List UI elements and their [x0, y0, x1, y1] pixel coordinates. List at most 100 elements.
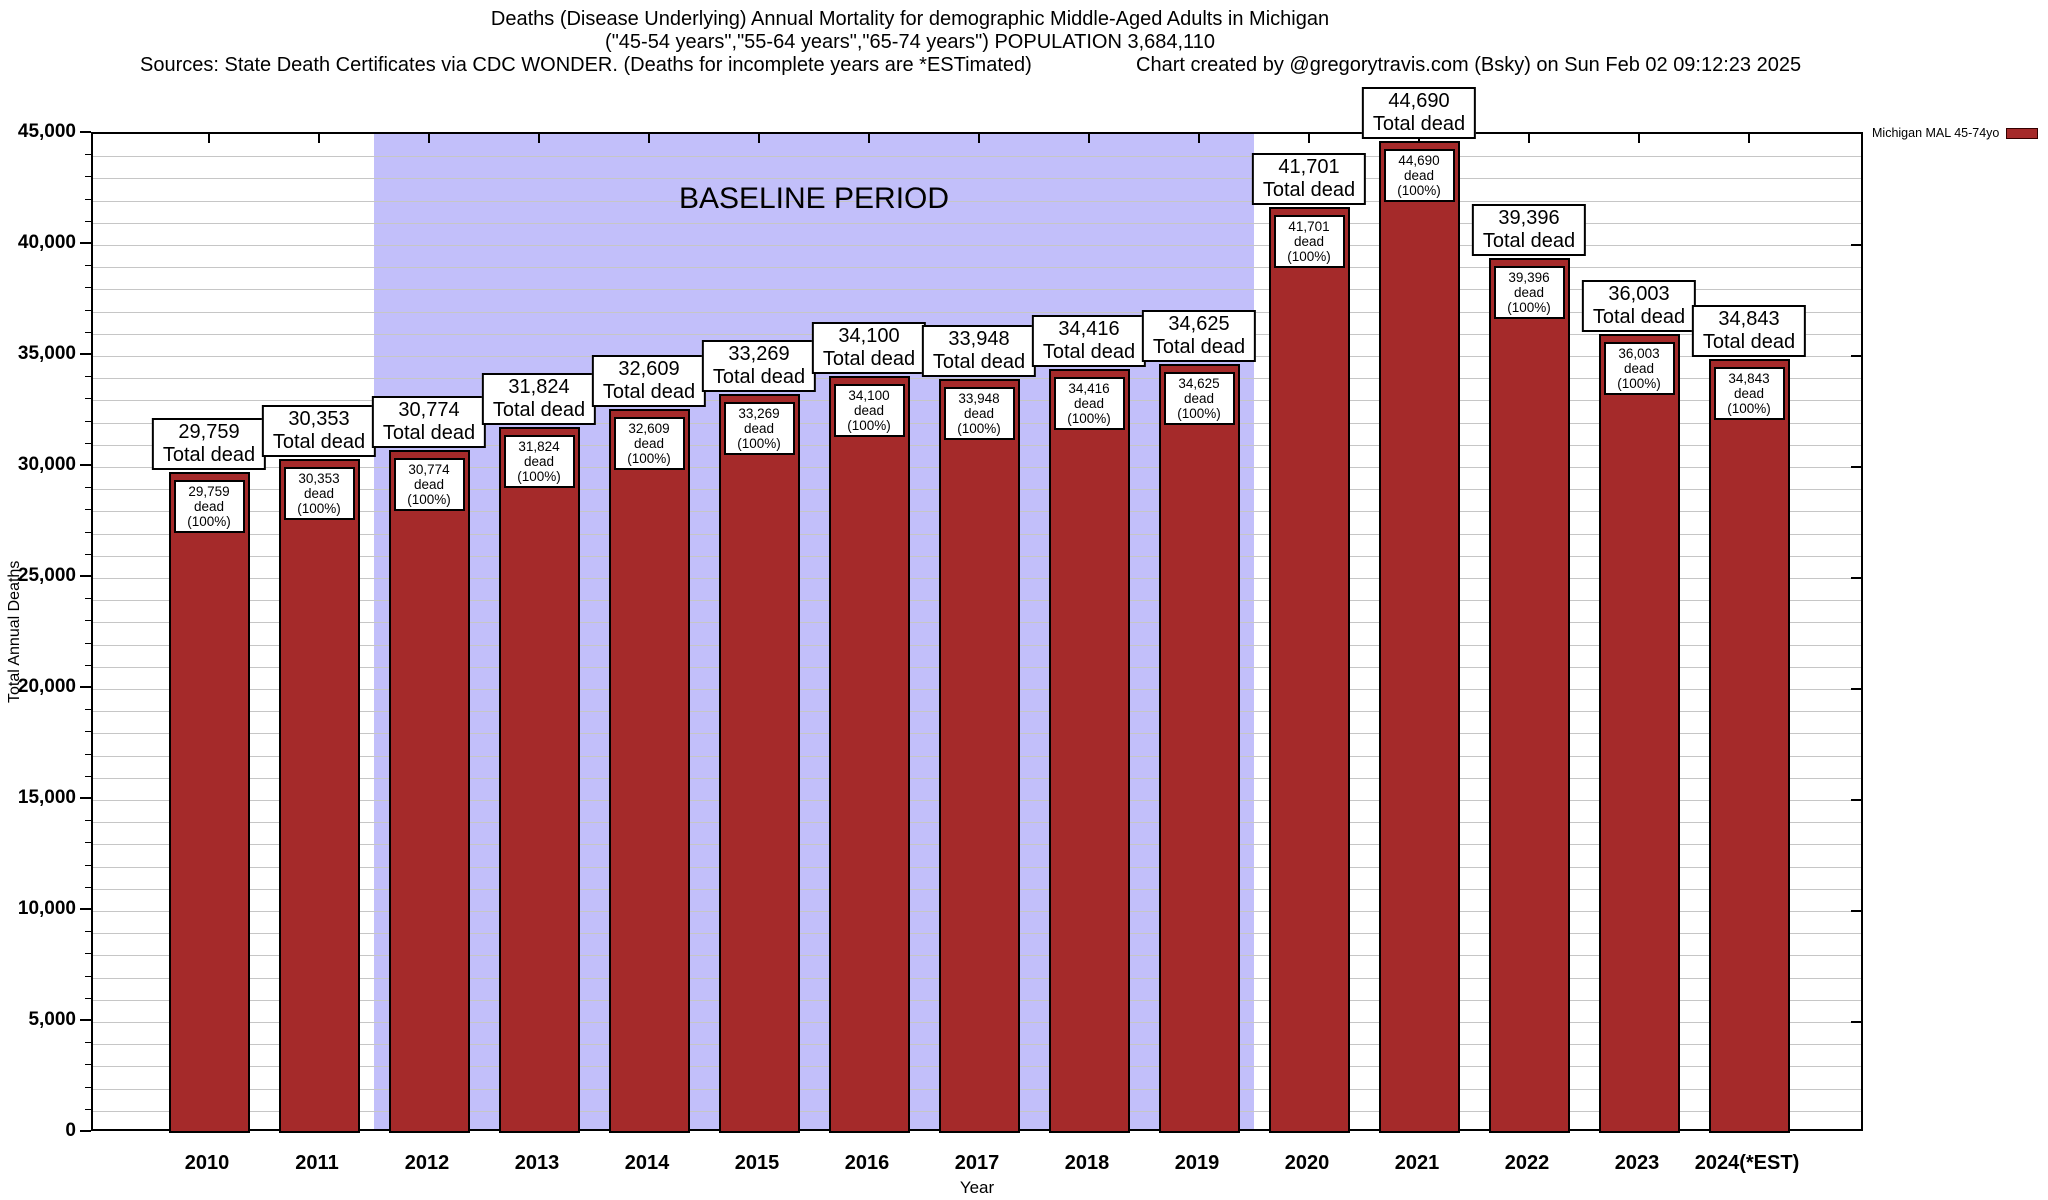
bar-total-label: 30,774 Total dead [371, 395, 487, 448]
bar-total-value: 36,003 [1608, 282, 1670, 305]
x-tick-label-2017: 2017 [954, 1152, 1000, 1174]
top-axis-tick [758, 134, 760, 143]
y-minor-tick-mark [85, 931, 91, 933]
bar-inner-label: 44,690 dead (100%) [1383, 148, 1455, 202]
bar-2020: 41,701 dead (100%) [1268, 207, 1350, 1133]
bar-inner-caption: dead (100%) [407, 476, 451, 507]
bar-total-caption: Total dead [1262, 179, 1356, 202]
y-minor-tick-mark [85, 709, 91, 711]
bar-inner-caption: dead (100%) [297, 486, 341, 517]
y-tick-label: 10,000 [17, 898, 76, 919]
bar-total-label: 30,353 Total dead [261, 405, 377, 458]
bar-total-label: 34,625 Total dead [1141, 310, 1257, 363]
gridline [93, 378, 1861, 380]
y-minor-tick-mark [85, 1042, 91, 1044]
top-axis-tick [318, 134, 320, 143]
bar-inner-label: 29,759 dead (100%) [173, 480, 245, 534]
bar-2019: 34,625 dead (100%) [1158, 364, 1240, 1133]
y-minor-tick-mark [85, 154, 91, 156]
bar-total-caption: Total dead [1042, 340, 1136, 363]
y-minor-tick-mark [85, 553, 91, 555]
y-tick-label: 30,000 [17, 454, 76, 475]
bar-inner-value: 41,701 [1288, 219, 1330, 235]
top-axis-tick [1748, 134, 1750, 143]
bar-total-label: 34,843 Total dead [1691, 305, 1807, 358]
bar-inner-label: 41,701 dead (100%) [1273, 215, 1345, 269]
gridline [93, 178, 1861, 180]
bar-2011: 30,353 dead (100%) [278, 459, 360, 1133]
x-tick-label-2019: 2019 [1174, 1152, 1220, 1174]
bar-total-caption: Total dead [602, 381, 696, 404]
bar-total-label: 36,003 Total dead [1581, 279, 1697, 332]
bar-total-caption: Total dead [932, 351, 1026, 374]
bar-2017: 33,948 dead (100%) [938, 379, 1020, 1133]
bar-inner-caption: dead (100%) [737, 421, 781, 452]
bar-inner-label: 34,100 dead (100%) [833, 383, 905, 437]
x-tick-label-2022: 2022 [1504, 1152, 1550, 1174]
bar-total-caption: Total dead [1152, 336, 1246, 359]
y-minor-tick-mark [85, 487, 91, 489]
y-minor-tick-mark [85, 842, 91, 844]
y-minor-tick-mark [85, 864, 91, 866]
bar-inner-label: 30,353 dead (100%) [283, 467, 355, 521]
bar-inner-caption: dead (100%) [1397, 167, 1441, 198]
right-axis-tick [1851, 1021, 1861, 1023]
bar-inner-value: 34,100 [848, 387, 890, 403]
bar-inner-value: 33,269 [738, 406, 780, 422]
right-axis-tick [1851, 355, 1861, 357]
y-minor-tick-mark [85, 265, 91, 267]
bar-total-value: 30,774 [398, 398, 460, 421]
y-minor-tick-mark [85, 1064, 91, 1066]
y-minor-tick-mark [85, 820, 91, 822]
bar-total-value: 34,625 [1168, 313, 1230, 336]
bar-total-label: 33,269 Total dead [701, 340, 817, 393]
right-axis-tick [1851, 466, 1861, 468]
bar-total-label: 44,690 Total dead [1361, 86, 1477, 139]
bar-inner-value: 32,609 [628, 421, 670, 437]
right-axis-tick [1851, 688, 1861, 690]
gridline [93, 156, 1861, 158]
y-tick-mark [80, 797, 91, 799]
x-axis-title: Year [959, 1178, 995, 1197]
bar-total-caption: Total dead [1482, 230, 1576, 253]
bar-inner-label: 30,774 dead (100%) [393, 457, 465, 511]
bar-inner-value: 39,396 [1508, 270, 1550, 286]
bar-2018: 34,416 dead (100%) [1048, 368, 1130, 1133]
y-tick-mark [80, 908, 91, 910]
gridline [93, 245, 1861, 246]
y-minor-tick-mark [85, 220, 91, 222]
bar-2021: 44,690 dead (100%) [1378, 140, 1460, 1133]
y-minor-tick-mark [85, 531, 91, 533]
bar-total-label: 29,759 Total dead [151, 418, 267, 471]
y-minor-tick-mark [85, 287, 91, 289]
gridline [93, 267, 1861, 269]
bar-total-label: 34,416 Total dead [1031, 314, 1147, 367]
top-axis-tick [1198, 134, 1200, 143]
y-minor-tick-mark [85, 664, 91, 666]
y-minor-tick-mark [85, 886, 91, 888]
chart-sources-note: Sources: State Death Certificates via CD… [140, 54, 1032, 76]
x-tick-label-2013: 2013 [514, 1152, 560, 1174]
top-axis-tick [648, 134, 650, 143]
bar-inner-caption: dead (100%) [1727, 386, 1771, 417]
y-tick-label: 20,000 [17, 676, 76, 697]
y-tick-label: 25,000 [17, 565, 76, 586]
top-axis-tick [1638, 134, 1640, 143]
bar-inner-value: 34,625 [1178, 376, 1220, 392]
bar-total-value: 41,701 [1278, 156, 1340, 179]
y-minor-tick-mark [85, 176, 91, 178]
right-axis-tick [1851, 577, 1861, 579]
bar-inner-caption: dead (100%) [1287, 234, 1331, 265]
y-minor-tick-mark [85, 775, 91, 777]
x-tick-label-2020: 2020 [1284, 1152, 1330, 1174]
bar-inner-value: 34,843 [1728, 371, 1770, 387]
bar-inner-caption: dead (100%) [1177, 391, 1221, 422]
y-minor-tick-mark [85, 642, 91, 644]
bar-inner-value: 29,759 [188, 484, 230, 500]
gridline [93, 311, 1861, 313]
y-minor-tick-mark [85, 309, 91, 311]
bar-total-caption: Total dead [712, 366, 806, 389]
y-minor-tick-mark [85, 620, 91, 622]
top-axis-tick [978, 134, 980, 143]
bar-total-value: 30,353 [288, 408, 350, 431]
